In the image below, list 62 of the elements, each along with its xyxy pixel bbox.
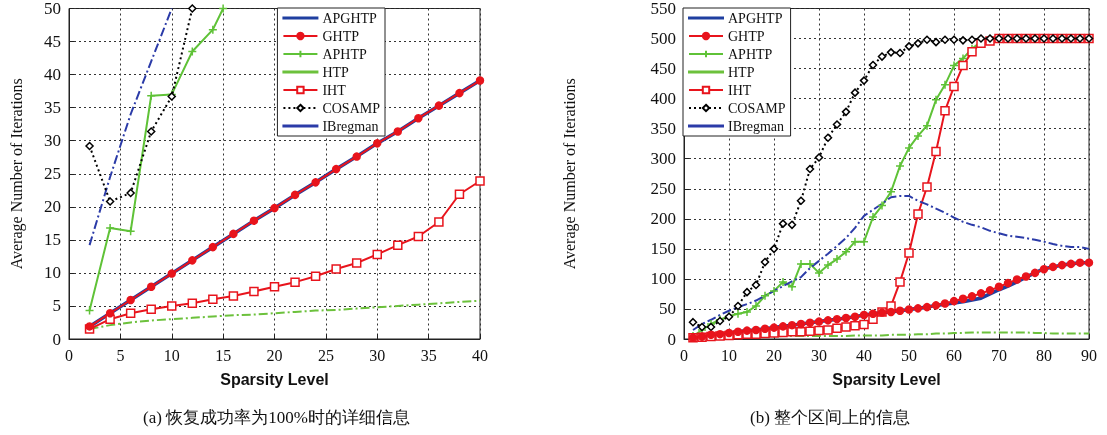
y-tick-label: 450 — [650, 59, 676, 79]
y-tick-label: 0 — [52, 329, 61, 349]
y-tick-label: 50 — [44, 0, 61, 18]
y-tick-label: 550 — [650, 0, 676, 18]
y-tick-label: 40 — [44, 65, 61, 85]
legend-label: IBregman — [728, 118, 784, 134]
y-tick-label: 35 — [44, 98, 61, 118]
y-tick-label: 25 — [44, 164, 61, 184]
legend-label: APGHTP — [728, 10, 783, 26]
y-tick-label: 250 — [650, 179, 676, 199]
x-tick-label: 70 — [991, 346, 1007, 364]
legend-label: APHTP — [728, 46, 773, 62]
y-tick-label: 50 — [659, 299, 676, 319]
y-tick-label: 300 — [650, 149, 676, 169]
y-tick-label: 5 — [52, 296, 61, 316]
y-tick-label: 20 — [44, 197, 61, 217]
x-tick-label: 25 — [317, 346, 334, 364]
text: (b) 整个区间上的信息 — [749, 408, 911, 427]
x-tick-label: 30 — [369, 346, 386, 364]
legend-label: IHT — [322, 82, 347, 98]
x-tick-label: 40 — [472, 346, 488, 364]
y-tick-label: 10 — [44, 263, 61, 283]
legend-label: APGHTP — [322, 10, 378, 26]
x-tick-label: 35 — [420, 346, 437, 364]
x-tick-label: 60 — [946, 346, 962, 364]
legend-label: HTP — [322, 64, 350, 80]
x-tick-label: 10 — [163, 346, 180, 364]
y-tick-label: 200 — [650, 209, 676, 229]
y-tick-label: 350 — [650, 119, 676, 139]
legend-label: IBregman — [322, 118, 379, 134]
legend-label: COSAMP — [322, 100, 381, 116]
legend-label: COSAMP — [728, 100, 786, 116]
y-tick-label: 500 — [650, 29, 676, 49]
legend-label: IHT — [728, 82, 752, 98]
x-tick-label: 40 — [856, 346, 872, 364]
x-tick-label: 30 — [811, 346, 827, 364]
x-tick-label: 5 — [116, 346, 125, 364]
x-tick-label: 20 — [266, 346, 283, 364]
x-tick-label: 10 — [721, 346, 737, 364]
legend-label: GHTP — [728, 28, 765, 44]
y-tick-label: 100 — [650, 269, 676, 289]
x-axis-title: Sparsity Level — [220, 370, 329, 388]
legend-label: GHTP — [322, 28, 360, 44]
x-tick-label: 0 — [65, 346, 73, 364]
x-tick-label: 0 — [680, 346, 688, 364]
text: (a) 恢复成功率为100%时的详细信息 — [143, 408, 410, 427]
y-tick-label: 45 — [44, 32, 61, 52]
legend-label: APHTP — [322, 46, 367, 62]
x-tick-label: 15 — [215, 346, 232, 364]
y-axis-title: Average Number of Iterations — [7, 78, 26, 270]
y-tick-label: 150 — [650, 239, 676, 259]
y-tick-label: 30 — [44, 131, 61, 151]
legend-label: HTP — [728, 64, 755, 80]
x-tick-label: 50 — [901, 346, 917, 364]
y-tick-label: 0 — [667, 329, 676, 349]
x-tick-label: 80 — [1036, 346, 1052, 364]
x-tick-label: 90 — [1081, 346, 1097, 364]
y-tick-label: 15 — [44, 230, 61, 250]
y-axis-title: Average Number of Iterations — [560, 78, 579, 270]
y-tick-label: 400 — [650, 89, 676, 109]
x-axis-title: Sparsity Level — [832, 370, 941, 388]
x-tick-label: 20 — [766, 346, 782, 364]
